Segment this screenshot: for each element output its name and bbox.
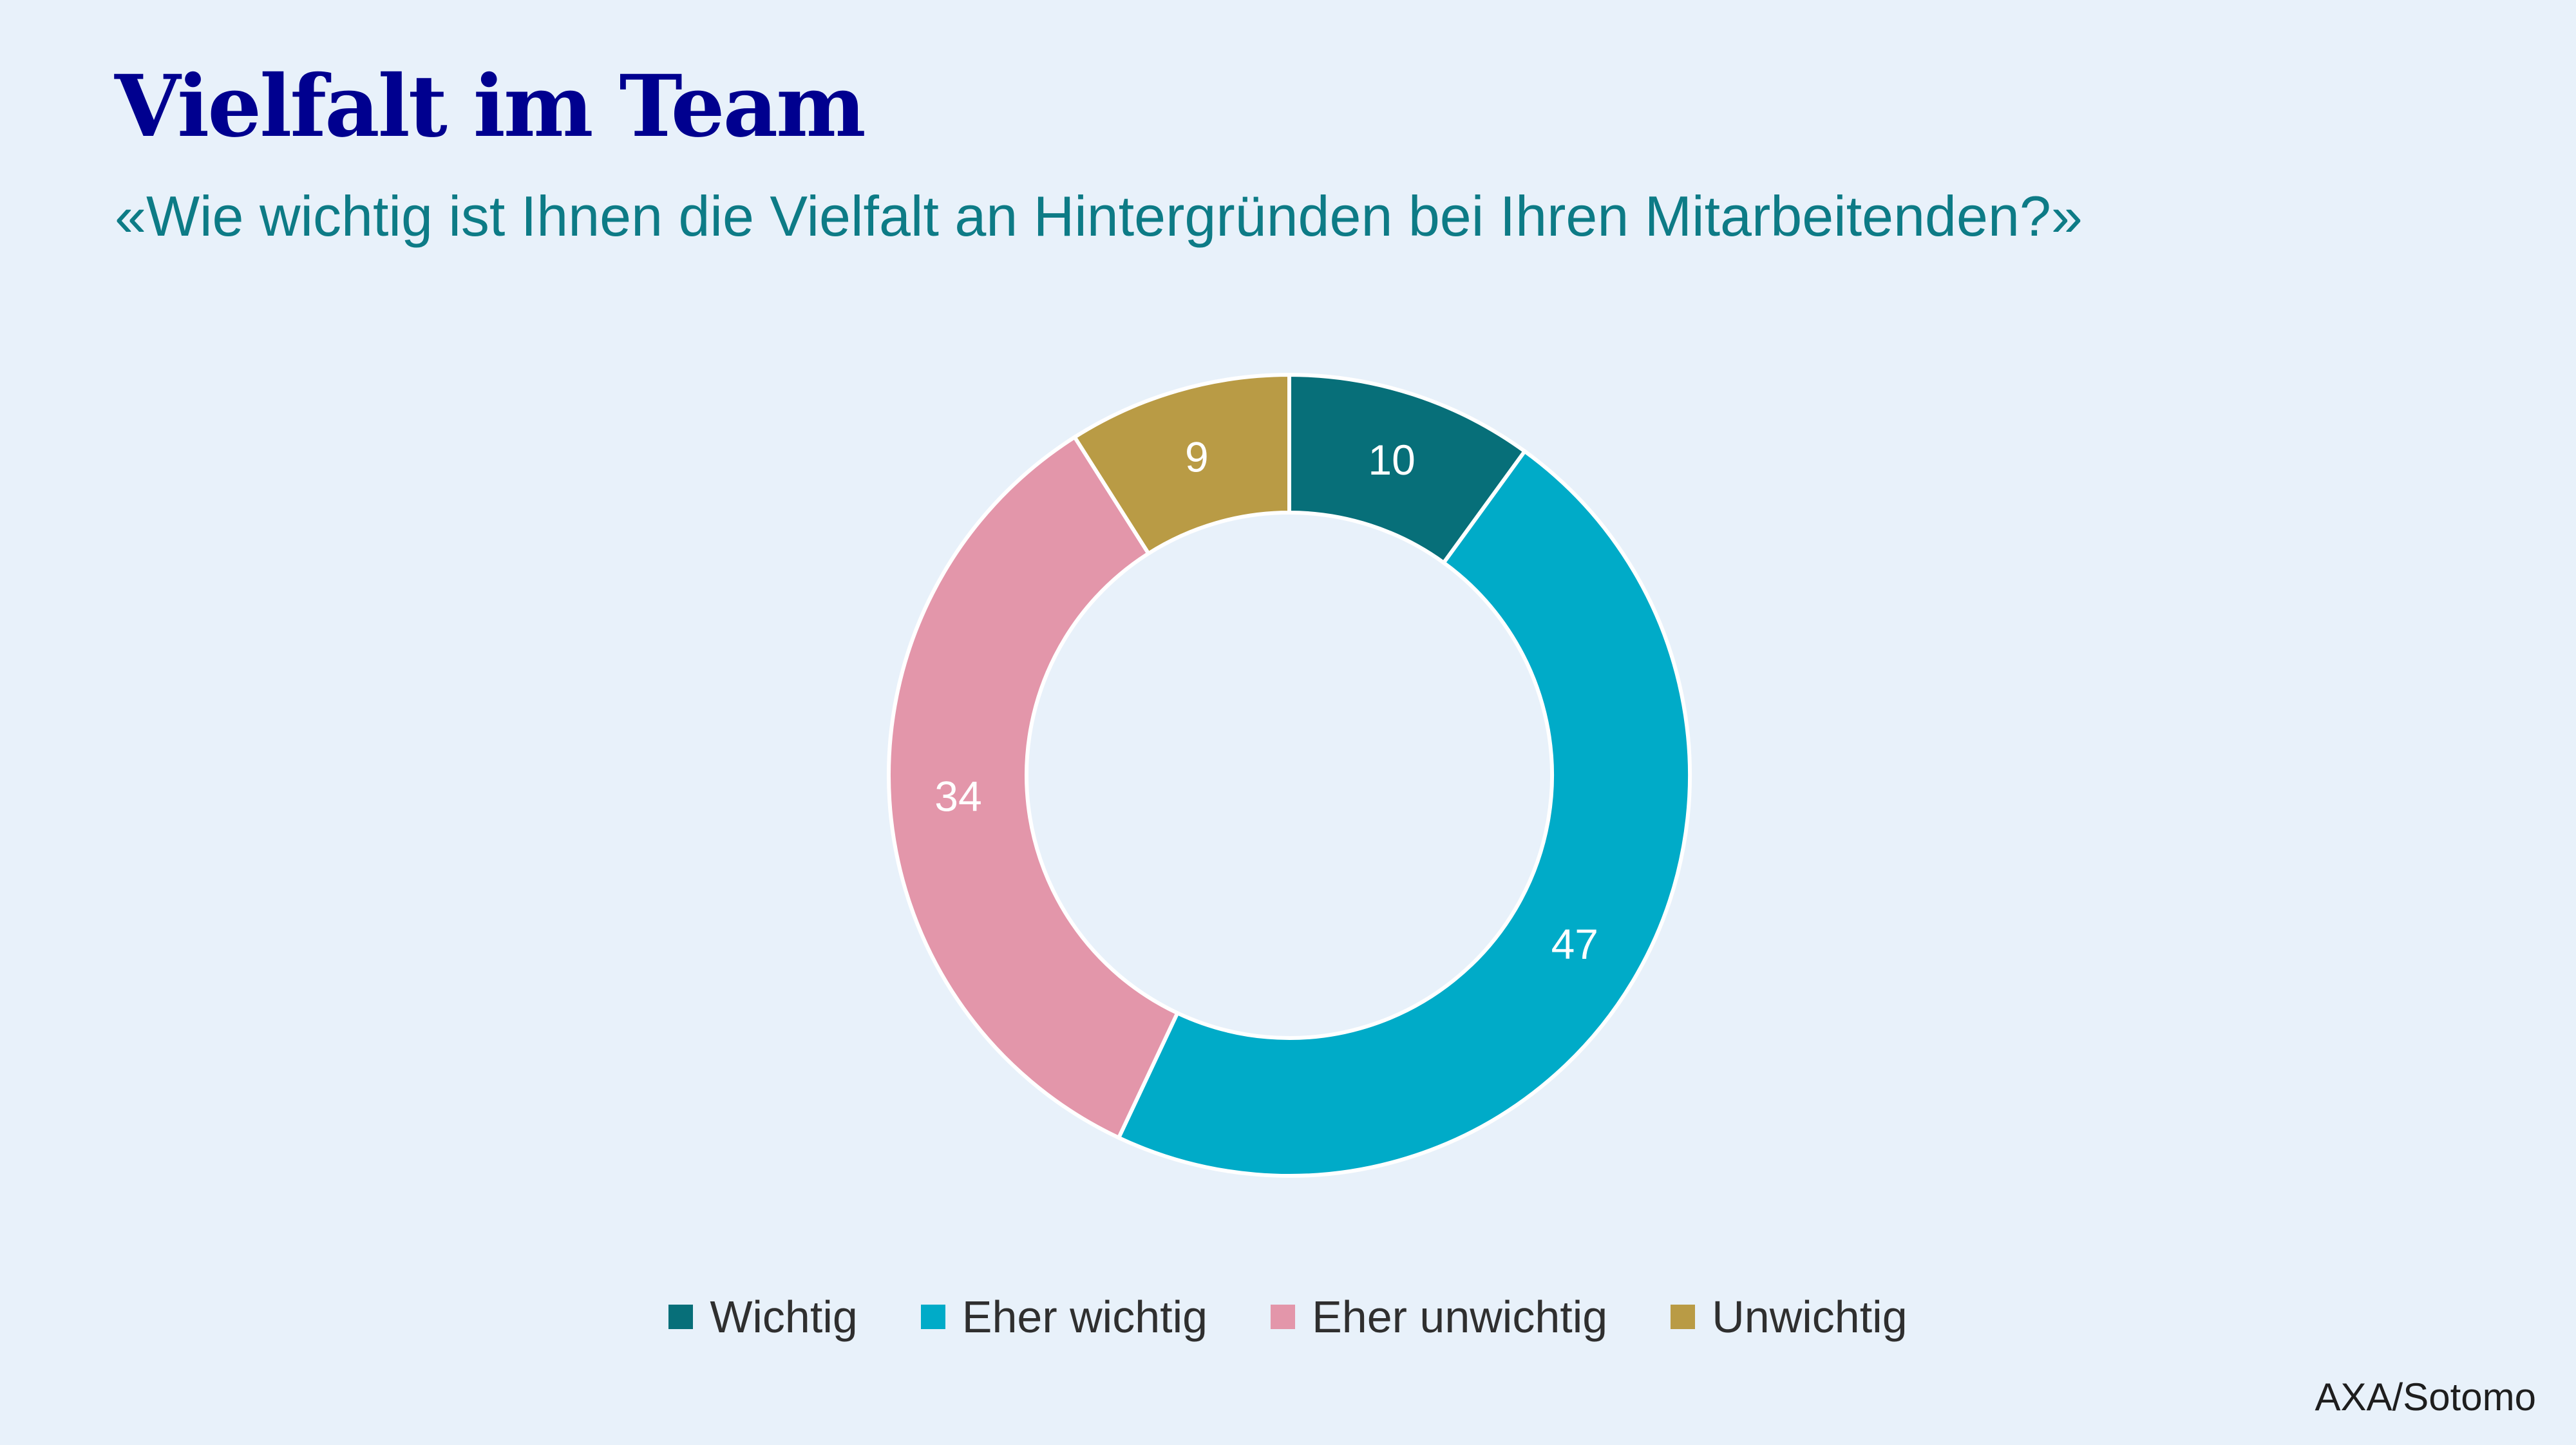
legend-label: Eher unwichtig: [1312, 1292, 1608, 1342]
legend-swatch: [1271, 1305, 1296, 1329]
chart-legend: Wichtig Eher wichtig Eher unwichtig Unwicht…: [0, 1291, 2576, 1343]
legend-item-eher-wichtig: Eher wichtig: [920, 1291, 1208, 1343]
legend-swatch: [668, 1305, 694, 1329]
source-note: AXA/Sotomo: [2315, 1375, 2536, 1419]
donut-slice-eher-wichtig: [1116, 448, 1692, 1178]
legend-item-wichtig: Wichtig: [668, 1291, 858, 1343]
legend-label: Unwichtig: [1712, 1292, 1908, 1342]
data-label-unwichtig: 9: [1185, 433, 1209, 480]
legend-item-eher-unwichtig: Eher unwichtig: [1271, 1291, 1607, 1343]
legend-label: Wichtig: [710, 1292, 858, 1342]
legend-label: Eher wichtig: [961, 1292, 1208, 1342]
chart-subtitle: «Wie wichtig ist Ihnen die Vielfalt an H…: [115, 184, 2083, 248]
donut-slice-eher-unwichtig: [887, 434, 1180, 1140]
data-label-wichtig: 10: [1368, 436, 1415, 484]
data-label-eher-unwichtig: 34: [934, 772, 981, 820]
data-label-eher-wichtig: 47: [1551, 920, 1598, 968]
chart-title: Vielfalt im Team: [115, 57, 866, 156]
legend-item-unwichtig: Unwichtig: [1671, 1291, 1908, 1343]
legend-swatch: [1671, 1305, 1696, 1329]
legend-swatch: [920, 1305, 945, 1329]
donut-slice-unwichtig: [1072, 372, 1291, 556]
